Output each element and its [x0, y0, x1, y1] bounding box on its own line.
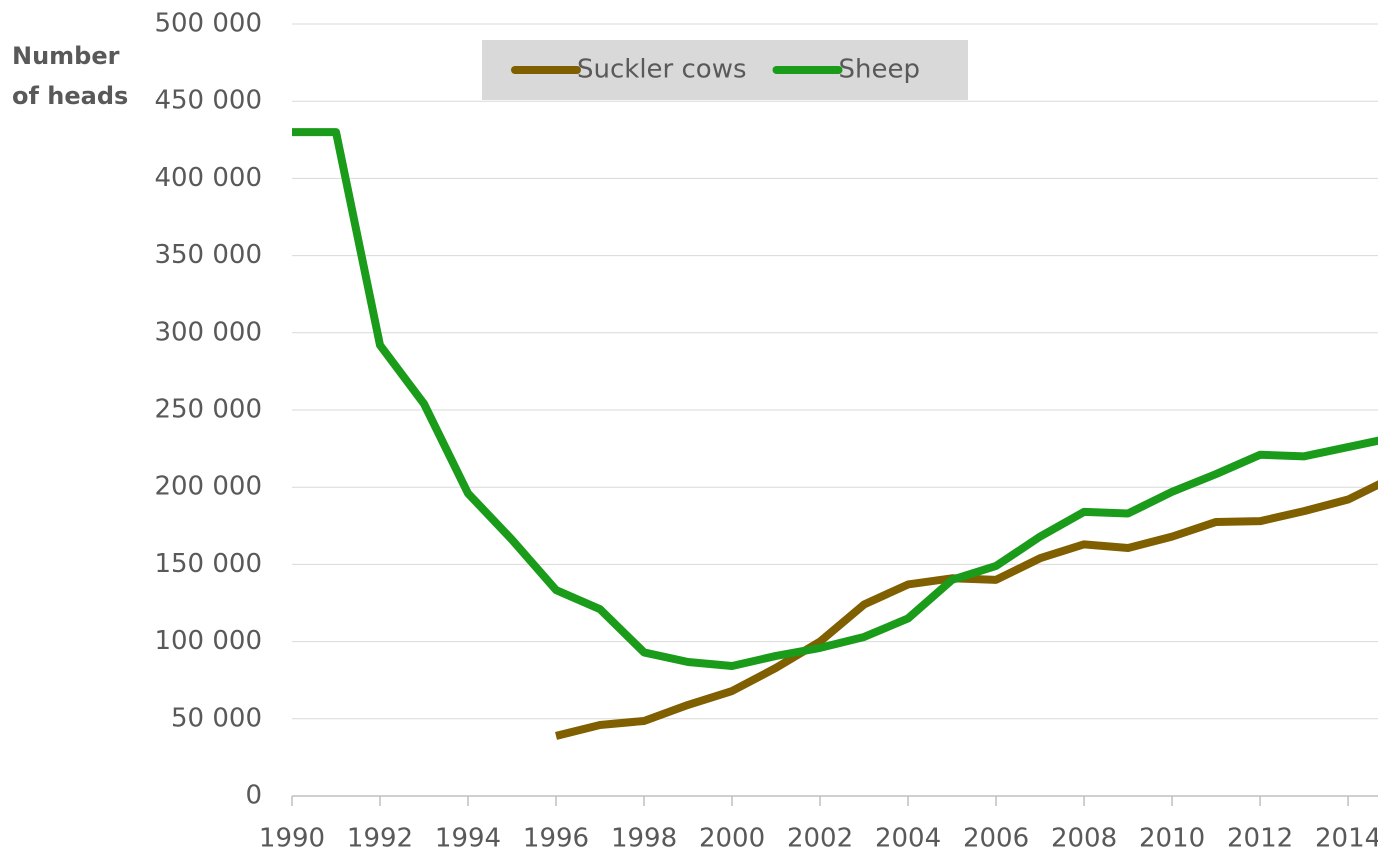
y-tick-label: 150 000 [154, 549, 262, 579]
x-tick-label: 1994 [435, 824, 501, 854]
y-tick-label: 250 000 [154, 395, 262, 425]
line-series [292, 128, 1378, 670]
y-tick-label: 0 [245, 781, 262, 811]
x-tick-label: 2008 [1051, 824, 1117, 854]
x-tick-label: 1990 [259, 824, 325, 854]
y-tick-label: 350 000 [154, 240, 262, 270]
x-tick-label: 2014 [1315, 824, 1378, 854]
y-axis-label: Number of heads [12, 42, 129, 110]
x-tick-label: 2002 [787, 824, 853, 854]
y-tick-label: 400 000 [154, 163, 262, 193]
line-series [555, 480, 1378, 740]
x-tick-label: 1998 [611, 824, 677, 854]
x-tick-label: 2000 [699, 824, 765, 854]
y-tick-label: 450 000 [154, 86, 262, 116]
y-tick-label: 100 000 [154, 626, 262, 656]
legend-label: Sheep [839, 55, 920, 85]
y-tick-label: 500 000 [154, 9, 262, 39]
y-tick-label: 300 000 [154, 317, 262, 347]
legend-label: Suckler cows [577, 55, 747, 85]
x-tick-label: 2006 [963, 824, 1029, 854]
plot-area [292, 128, 1378, 740]
x-tick-label: 2004 [875, 824, 941, 854]
x-tick-label: 1992 [347, 824, 413, 854]
y-tick-label: 50 000 [171, 703, 262, 733]
x-tick-label: 2012 [1227, 824, 1293, 854]
x-tick-label: 2010 [1139, 824, 1205, 854]
x-tick-label: 1996 [523, 824, 589, 854]
y-tick-label: 200 000 [154, 472, 262, 502]
